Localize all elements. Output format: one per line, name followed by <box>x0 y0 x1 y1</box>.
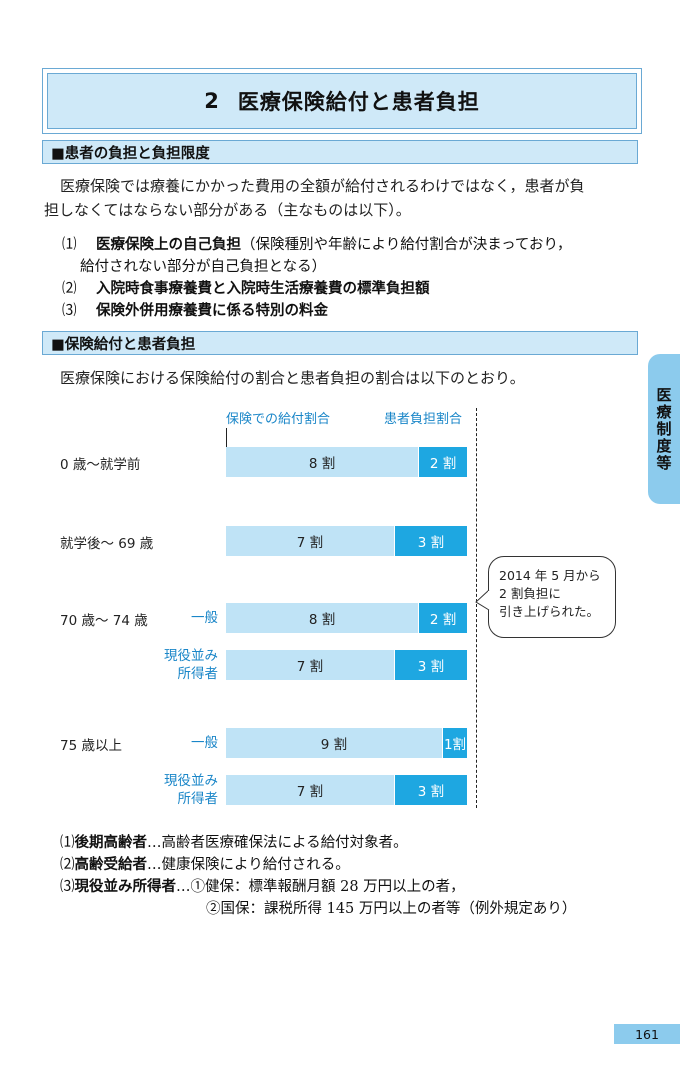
bar-segment-patient: 2 割 <box>418 447 467 477</box>
chapter-number: 2 <box>204 89 220 113</box>
section2-paragraph: 医療保険における保険給付の割合と患者負担の割合は以下のとおり。 <box>60 369 525 387</box>
bar-segment-patient: 3 割 <box>394 650 467 680</box>
bar-segment-benefit: 7 割 <box>226 775 394 805</box>
legend-patient-label: 患者負担割合 <box>384 412 463 427</box>
stacked-bar: 9 割 1割 <box>226 728 467 758</box>
row-sub-label: 現役並み 所得者 <box>164 648 218 682</box>
section1-paragraph-line2: 担しなくてはならない部分がある（主なものは以下）。 <box>44 201 411 219</box>
bar-segment-benefit: 9 割 <box>226 728 442 758</box>
list-item-3-bold: 保険外併用療養費に係る特別の料金 <box>96 303 328 319</box>
list-item-2-number: ⑵ <box>62 281 77 297</box>
note-2-term: 高齢受給者 <box>74 857 148 873</box>
row-sub-label: 現役並み 所得者 <box>164 773 218 807</box>
section-heading-benefit-and-burden: ■保険給付と患者負担 <box>42 331 638 355</box>
list-item-1-rest: （保険種別や年齢により給付割合が決まっており， <box>241 237 572 253</box>
bar-segment-patient: 3 割 <box>394 526 467 556</box>
side-index-tab[interactable]: 医療制度等 <box>648 354 680 504</box>
note-3: ⑶現役並み所得者…①健保：標準報酬月額 28 万円以上の者， <box>60 876 660 898</box>
bar-segment-benefit: 8 割 <box>226 603 419 633</box>
note-2-number: ⑵ <box>60 857 75 873</box>
side-index-tab-label: 医療制度等 <box>654 386 673 472</box>
list-item-1-bold: 医療保険上の自己負担 <box>96 237 241 253</box>
row-group-label: 0 歳～就学前 <box>60 457 141 473</box>
section1-paragraph-line1: 医療保険では療養にかかった費用の全額が給付されるわけではなく，患者が負 <box>60 177 585 195</box>
benefit-guide-line <box>226 428 227 448</box>
list-item-2-bold: 入院時食事療養費と入院時生活療養費の標準負担額 <box>96 281 430 297</box>
legend-benefit-label: 保険での給付割合 <box>226 412 331 427</box>
note-2-text: …健康保険により給付される。 <box>147 857 350 873</box>
list-item-2: ⑵ 入院時食事療養費と入院時生活療養費の標準負担額 <box>62 278 652 300</box>
note-3-term: 現役並み所得者 <box>74 879 177 895</box>
row-group-label: 75 歳以上 <box>60 738 122 754</box>
bar-segment-patient: 1割 <box>442 728 467 758</box>
bar-segment-patient: 3 割 <box>394 775 467 805</box>
note-3-text: …①健保：標準報酬月額 28 万円以上の者， <box>176 879 465 895</box>
bar-segment-benefit: 7 割 <box>226 650 394 680</box>
list-item-3: ⑶ 保険外併用療養費に係る特別の料金 <box>62 300 652 322</box>
note-3-number: ⑶ <box>60 879 75 895</box>
chapter-title-box: 2 医療保険給付と患者負担 <box>42 68 642 134</box>
row-sub-label: 一般 <box>191 735 218 751</box>
bar-segment-patient: 2 割 <box>418 603 467 633</box>
note-3-continuation: ②国保：課税所得 145 万円以上の者等（例外規定あり） <box>206 901 577 917</box>
row-group-label: 就学後～ 69 歳 <box>60 536 154 552</box>
note-1: ⑴後期高齢者…高齢者医療確保法による給付対象者。 <box>60 832 660 854</box>
row-sub-label: 一般 <box>191 610 218 626</box>
chapter-title-text: 医療保険給付と患者負担 <box>237 90 480 114</box>
note-1-number: ⑴ <box>60 835 75 851</box>
list-item-1-number: ⑴ <box>62 237 77 253</box>
list-item-1-continuation: 給付されない部分が自己負担となる） <box>80 259 327 275</box>
bar-segment-benefit: 7 割 <box>226 526 394 556</box>
note-1-term: 後期高齢者 <box>74 835 148 851</box>
callout-line1: 2014 年 5 月から <box>499 568 601 583</box>
callout-line2: 2 割負担に <box>499 586 561 601</box>
section-heading-patient-burden: ■患者の負担と負担限度 <box>42 140 638 164</box>
bar-segment-benefit: 8 割 <box>226 447 419 477</box>
chapter-title: 2 医療保険給付と患者負担 <box>47 73 637 129</box>
note-2: ⑵高齢受給者…健康保険により給付される。 <box>60 854 660 876</box>
callout-line3: 引き上げられた。 <box>499 604 600 619</box>
note-1-text: …高齢者医療確保法による給付対象者。 <box>147 835 408 851</box>
total-dashed-line <box>476 408 477 808</box>
page-number: 161 <box>614 1024 680 1044</box>
row-group-label: 70 歳～ 74 歳 <box>60 613 148 629</box>
callout-note: 2014 年 5 月から 2 割負担に 引き上げられた。 <box>488 556 616 638</box>
callout-pointer <box>475 590 492 611</box>
list-item-3-number: ⑶ <box>62 303 77 319</box>
list-item-1: ⑴ 医療保険上の自己負担（保険種別や年齢により給付割合が決まっており， <box>62 234 652 256</box>
